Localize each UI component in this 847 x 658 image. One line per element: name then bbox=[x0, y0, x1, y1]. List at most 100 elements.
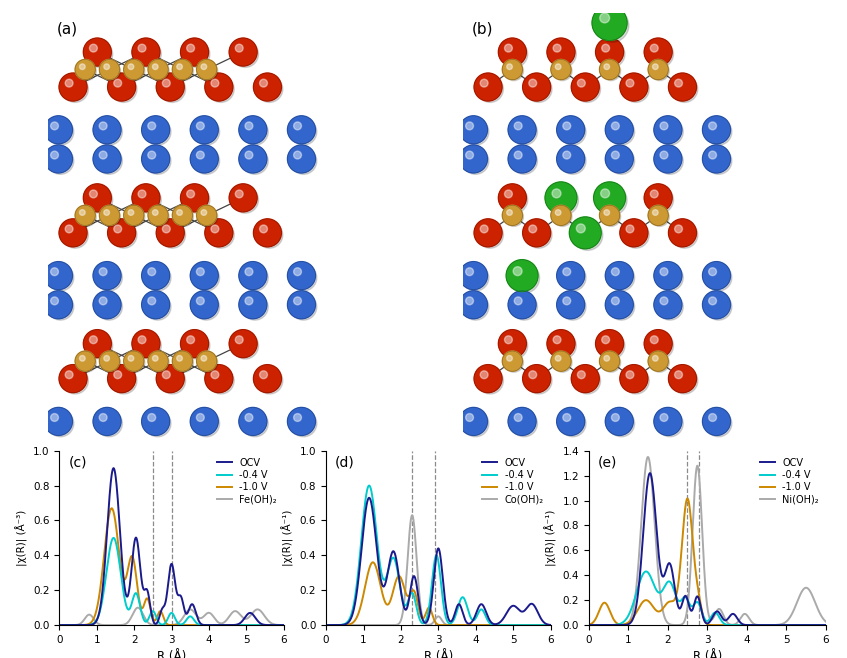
Circle shape bbox=[291, 265, 317, 291]
Circle shape bbox=[595, 330, 623, 358]
Circle shape bbox=[507, 260, 538, 291]
Circle shape bbox=[245, 414, 253, 421]
Circle shape bbox=[102, 207, 120, 226]
Circle shape bbox=[505, 190, 512, 198]
Circle shape bbox=[159, 367, 185, 394]
Circle shape bbox=[51, 268, 58, 276]
Circle shape bbox=[51, 151, 58, 159]
Circle shape bbox=[654, 116, 682, 144]
Ni(OH)₂ bbox=[643, 453, 653, 461]
Circle shape bbox=[201, 64, 207, 70]
Circle shape bbox=[197, 122, 204, 130]
Circle shape bbox=[232, 187, 258, 213]
Circle shape bbox=[62, 222, 88, 248]
Circle shape bbox=[99, 59, 119, 80]
Circle shape bbox=[239, 407, 267, 436]
Circle shape bbox=[601, 61, 621, 81]
Circle shape bbox=[132, 38, 160, 66]
Circle shape bbox=[80, 355, 86, 361]
Circle shape bbox=[163, 225, 170, 233]
Fe(OH)₂ bbox=[224, 612, 235, 620]
Circle shape bbox=[571, 365, 600, 393]
Circle shape bbox=[124, 351, 144, 371]
Circle shape bbox=[626, 79, 634, 87]
Circle shape bbox=[90, 336, 97, 343]
Circle shape bbox=[498, 330, 526, 358]
-1.0 V bbox=[821, 621, 831, 629]
Circle shape bbox=[239, 145, 267, 173]
Ni(OH)₂ bbox=[598, 621, 608, 629]
Circle shape bbox=[466, 122, 473, 130]
Circle shape bbox=[148, 59, 169, 80]
Circle shape bbox=[93, 116, 121, 144]
Circle shape bbox=[560, 410, 586, 437]
Circle shape bbox=[197, 351, 217, 371]
OCV bbox=[335, 621, 345, 629]
Circle shape bbox=[124, 205, 144, 226]
-1.0 V bbox=[545, 621, 556, 629]
Circle shape bbox=[183, 332, 210, 359]
Line: OCV: OCV bbox=[326, 498, 551, 625]
Circle shape bbox=[174, 353, 193, 372]
Circle shape bbox=[44, 262, 73, 290]
Circle shape bbox=[556, 116, 584, 144]
-1.0 V bbox=[279, 621, 289, 629]
X-axis label: R (Å): R (Å) bbox=[693, 650, 722, 658]
-0.4 V bbox=[821, 621, 831, 629]
Text: (d): (d) bbox=[335, 456, 355, 470]
Circle shape bbox=[595, 38, 623, 66]
Circle shape bbox=[645, 38, 673, 66]
Circle shape bbox=[99, 122, 107, 130]
Co(OH)₂ bbox=[464, 621, 474, 629]
Circle shape bbox=[287, 116, 315, 144]
Circle shape bbox=[102, 61, 120, 81]
Circle shape bbox=[83, 184, 111, 212]
Circle shape bbox=[99, 205, 119, 226]
-1.0 V bbox=[248, 621, 258, 629]
Circle shape bbox=[648, 59, 668, 80]
-0.4 V bbox=[191, 619, 201, 626]
Circle shape bbox=[654, 262, 682, 290]
Legend: OCV, -0.4 V, -1.0 V, Co(OH)₂: OCV, -0.4 V, -1.0 V, Co(OH)₂ bbox=[480, 455, 545, 507]
-1.0 V bbox=[515, 621, 525, 629]
Circle shape bbox=[466, 268, 473, 276]
Circle shape bbox=[660, 151, 668, 159]
Ni(OH)₂ bbox=[584, 621, 594, 629]
Circle shape bbox=[294, 414, 302, 421]
Circle shape bbox=[51, 122, 58, 130]
Circle shape bbox=[198, 61, 218, 81]
Circle shape bbox=[525, 76, 552, 103]
-1.0 V bbox=[368, 559, 378, 567]
Circle shape bbox=[600, 59, 620, 80]
-0.4 V bbox=[248, 621, 258, 629]
Circle shape bbox=[191, 291, 219, 318]
Circle shape bbox=[509, 263, 540, 293]
Circle shape bbox=[108, 73, 136, 101]
-1.0 V bbox=[197, 621, 208, 629]
Circle shape bbox=[507, 355, 512, 361]
Circle shape bbox=[654, 145, 682, 173]
Circle shape bbox=[502, 59, 523, 80]
Circle shape bbox=[125, 207, 145, 226]
Circle shape bbox=[462, 118, 489, 145]
Circle shape bbox=[702, 407, 730, 436]
Circle shape bbox=[466, 297, 473, 305]
Circle shape bbox=[128, 355, 134, 361]
OCV bbox=[515, 607, 525, 615]
Circle shape bbox=[523, 365, 551, 393]
Circle shape bbox=[560, 265, 586, 291]
Circle shape bbox=[96, 410, 123, 437]
Circle shape bbox=[198, 207, 218, 226]
Circle shape bbox=[291, 293, 317, 320]
Circle shape bbox=[556, 291, 584, 318]
OCV bbox=[722, 616, 732, 624]
-0.4 V bbox=[598, 621, 608, 629]
Circle shape bbox=[505, 44, 512, 52]
Circle shape bbox=[480, 225, 488, 233]
Circle shape bbox=[525, 367, 552, 394]
Circle shape bbox=[502, 351, 523, 371]
-0.4 V bbox=[457, 594, 468, 601]
Circle shape bbox=[620, 73, 648, 101]
Circle shape bbox=[230, 330, 257, 358]
Circle shape bbox=[211, 79, 219, 87]
